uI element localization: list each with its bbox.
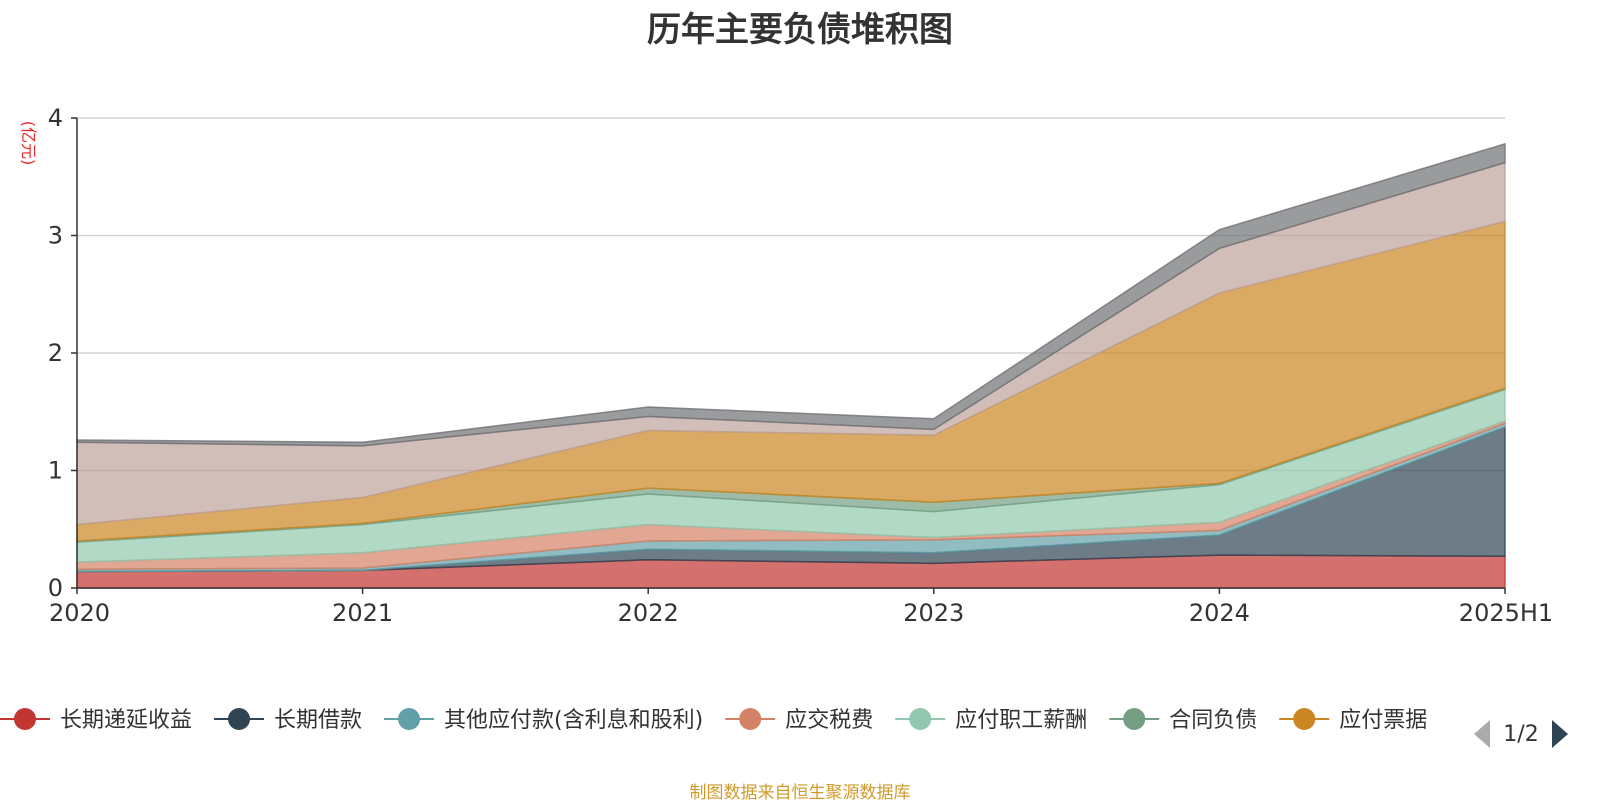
y-tick-label-3: 3 xyxy=(48,222,63,250)
legend-marker-4 xyxy=(909,708,932,730)
legend-item-3[interactable]: 应交税费 xyxy=(725,708,873,733)
legend-item-5[interactable]: 合同负债 xyxy=(1109,708,1257,733)
x-tick-label-2: 2022 xyxy=(618,599,679,627)
x-tick-label-4: 2024 xyxy=(1189,599,1250,627)
legend-label-5: 合同负债 xyxy=(1169,708,1257,733)
y-tick-label-1: 1 xyxy=(48,457,63,485)
axes: 0 1 2 3 4 2020 2021 2022 2023 2024 2025H1 xyxy=(48,104,1553,627)
x-tick-label-5: 2025H1 xyxy=(1459,599,1553,627)
legend-marker-5 xyxy=(1123,708,1146,730)
legend-marker-3 xyxy=(739,708,762,730)
legend-page-indicator: 1/2 xyxy=(1503,722,1538,747)
y-tick-label-0: 0 xyxy=(48,574,63,602)
x-tick-label-3: 2023 xyxy=(903,599,964,627)
legend[interactable]: 长期递延收益 长期借款 其他应付款(含利息和股利) 应交税费 应付职工薪酬 合同负债 应付票… xyxy=(0,708,1427,733)
legend-label-4: 应付职工薪酬 xyxy=(955,708,1087,733)
legend-item-6[interactable]: 应付票据 xyxy=(1279,708,1427,733)
legend-label-3: 应交税费 xyxy=(785,708,873,733)
x-tick-label-1: 2021 xyxy=(332,599,393,627)
legend-item-0[interactable]: 长期递延收益 xyxy=(0,708,192,733)
legend-pager[interactable]: 1/2 xyxy=(1474,720,1568,748)
area-series-8[interactable] xyxy=(76,142,1506,447)
source-note: 制图数据来自恒生聚源数据库 xyxy=(689,783,911,803)
legend-item-1[interactable]: 长期借款 xyxy=(214,708,362,733)
legend-label-2: 其他应付款(含利息和股利) xyxy=(444,708,703,733)
legend-item-2[interactable]: 其他应付款(含利息和股利) xyxy=(384,708,703,733)
legend-label-1: 长期借款 xyxy=(274,708,362,733)
legend-marker-2 xyxy=(398,708,421,730)
legend-prev-arrow-icon[interactable] xyxy=(1474,720,1490,748)
legend-marker-1 xyxy=(228,708,251,730)
legend-next-arrow-icon[interactable] xyxy=(1552,720,1568,748)
legend-item-4[interactable]: 应付职工薪酬 xyxy=(895,708,1087,733)
y-axis-unit-label: (亿元) xyxy=(19,121,38,166)
legend-marker-6 xyxy=(1293,708,1316,730)
legend-label-6: 应付票据 xyxy=(1339,708,1427,733)
chart-title: 历年主要负债堆积图 xyxy=(647,10,953,50)
legend-marker-0 xyxy=(14,708,36,730)
x-tick-label-0: 2020 xyxy=(49,599,110,627)
y-tick-label-4: 4 xyxy=(48,104,63,132)
stacked-areas xyxy=(76,142,1506,589)
y-tick-label-2: 2 xyxy=(48,339,63,367)
legend-label-0: 长期递延收益 xyxy=(60,708,192,733)
